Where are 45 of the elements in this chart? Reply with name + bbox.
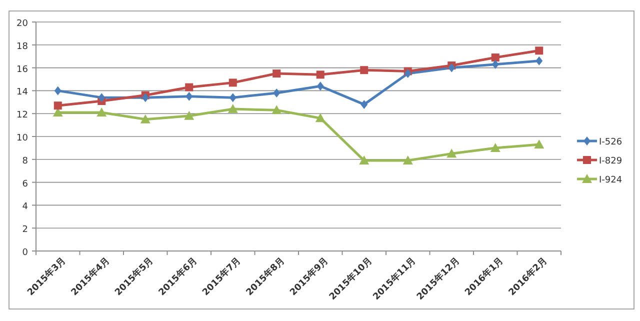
point <box>273 88 280 98</box>
point <box>536 56 543 66</box>
point <box>316 70 324 79</box>
point <box>490 142 500 152</box>
point <box>315 113 326 122</box>
legend-label: I-829 <box>599 156 622 166</box>
point <box>360 66 368 74</box>
y-tick-label: 8 <box>22 156 28 166</box>
point <box>228 104 238 114</box>
point <box>184 110 194 120</box>
point <box>272 105 282 114</box>
point <box>534 140 544 149</box>
point <box>54 86 62 96</box>
y-tick-label: 16 <box>16 64 28 75</box>
point <box>229 93 236 102</box>
point <box>54 102 62 110</box>
y-tick-label: 18 <box>16 42 28 52</box>
point <box>404 69 412 78</box>
point <box>491 53 500 62</box>
point <box>402 156 413 165</box>
point <box>186 92 193 101</box>
legend-label: I-526 <box>599 138 622 148</box>
y-tick-label: 10 <box>16 134 28 144</box>
point <box>359 156 370 165</box>
y-tick-label: 12 <box>16 110 28 121</box>
y-tick-label: 20 <box>16 19 28 29</box>
point <box>448 63 456 72</box>
point <box>96 107 107 116</box>
point <box>492 60 499 69</box>
point <box>316 82 324 91</box>
point <box>446 148 457 158</box>
point <box>228 78 237 87</box>
y-tick-label: 2 <box>22 225 28 236</box>
point <box>185 83 194 92</box>
point <box>272 70 281 78</box>
point <box>98 93 106 102</box>
point <box>142 93 149 102</box>
y-tick-label: 6 <box>22 179 28 190</box>
y-tick-label: 0 <box>22 248 28 258</box>
point <box>535 46 544 55</box>
legend-label: I-924 <box>599 176 622 186</box>
y-tick-label: 14 <box>16 88 28 98</box>
point <box>360 100 368 109</box>
y-tick-label: 4 <box>22 202 28 212</box>
point <box>140 114 150 124</box>
